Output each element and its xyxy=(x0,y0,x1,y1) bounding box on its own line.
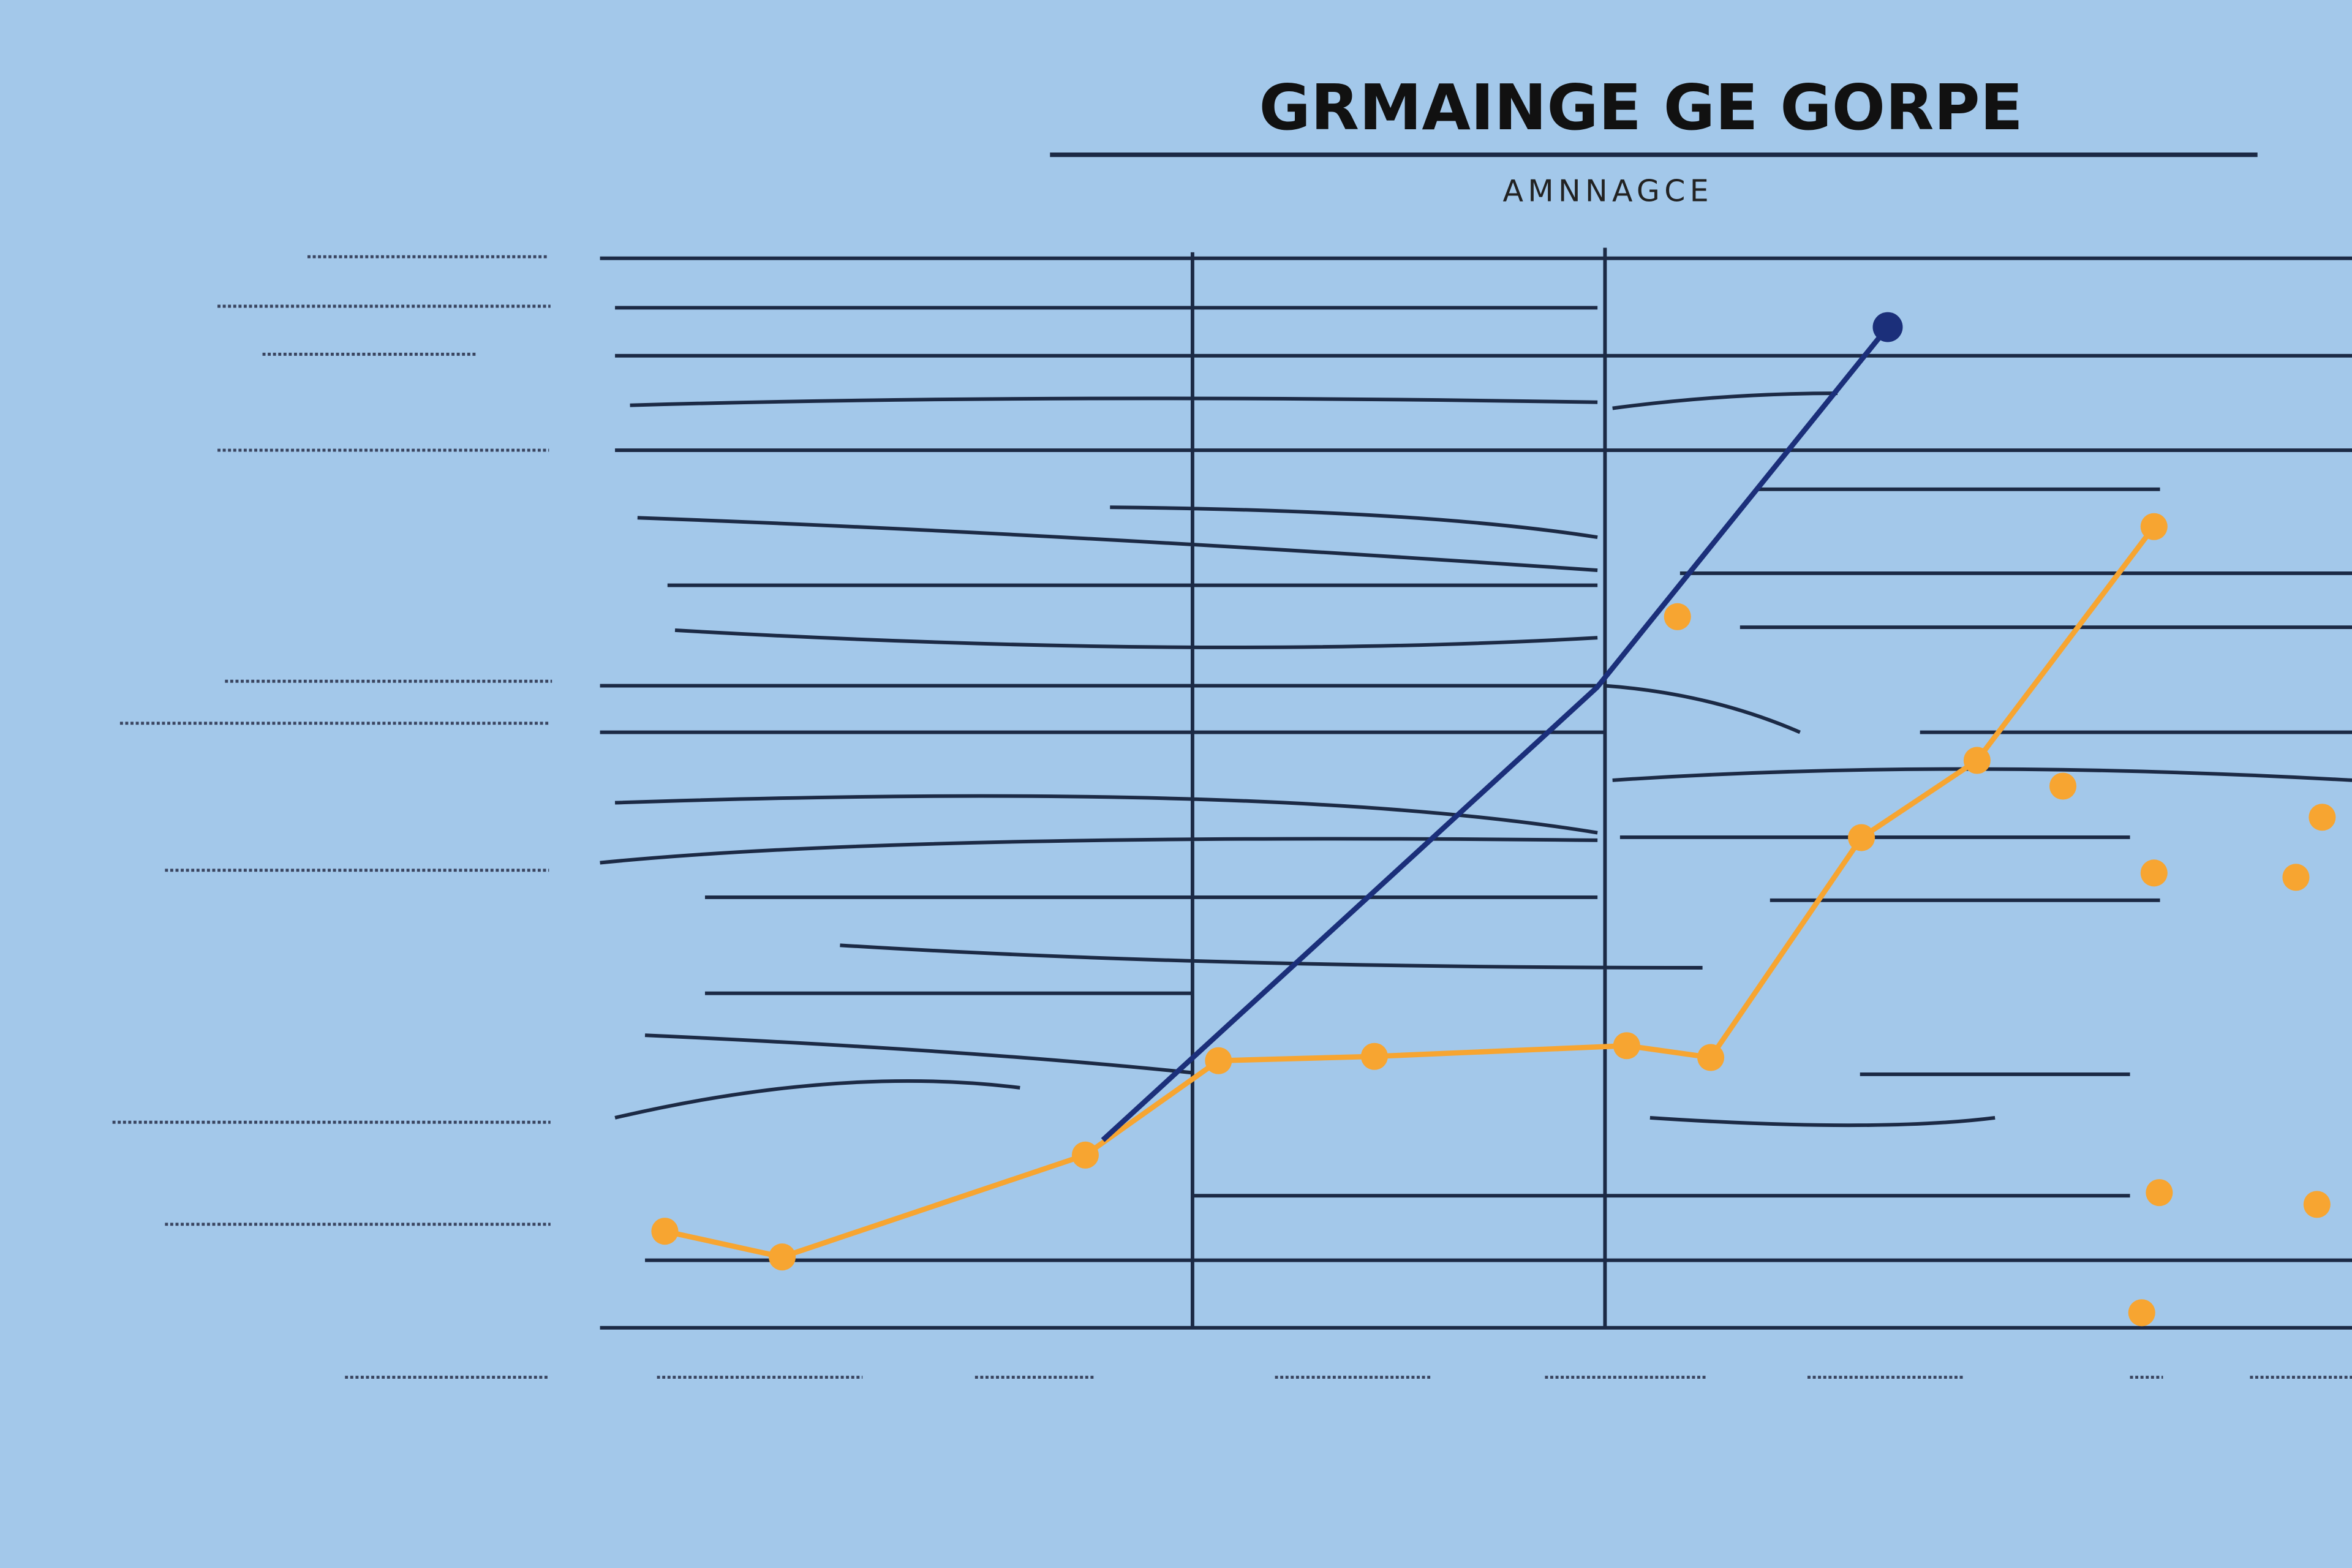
point xyxy=(2049,772,2077,800)
point xyxy=(1205,1047,1232,1074)
point xyxy=(1664,603,1691,630)
decorative-y-labels xyxy=(112,255,552,1379)
point xyxy=(2303,1191,2331,1218)
point xyxy=(2140,513,2168,540)
point xyxy=(2146,1179,2173,1207)
end-marker xyxy=(1872,312,1903,342)
point xyxy=(651,1218,679,1245)
point xyxy=(1360,1042,1388,1070)
series-line xyxy=(1101,325,1890,1142)
point xyxy=(1613,1032,1640,1060)
point xyxy=(2309,804,2336,831)
chart-subtitle: AMNNAGCE xyxy=(1503,174,1714,209)
point xyxy=(1963,747,1991,774)
chart-title: GRMAINGE GE GORPE xyxy=(1259,72,2022,145)
point xyxy=(1697,1044,1725,1071)
point xyxy=(2282,864,2310,891)
series-line xyxy=(664,525,2157,1260)
point xyxy=(1071,1141,1099,1169)
point xyxy=(2128,1299,2155,1327)
point xyxy=(2140,859,2168,887)
point xyxy=(769,1243,796,1271)
point xyxy=(1848,824,1875,851)
